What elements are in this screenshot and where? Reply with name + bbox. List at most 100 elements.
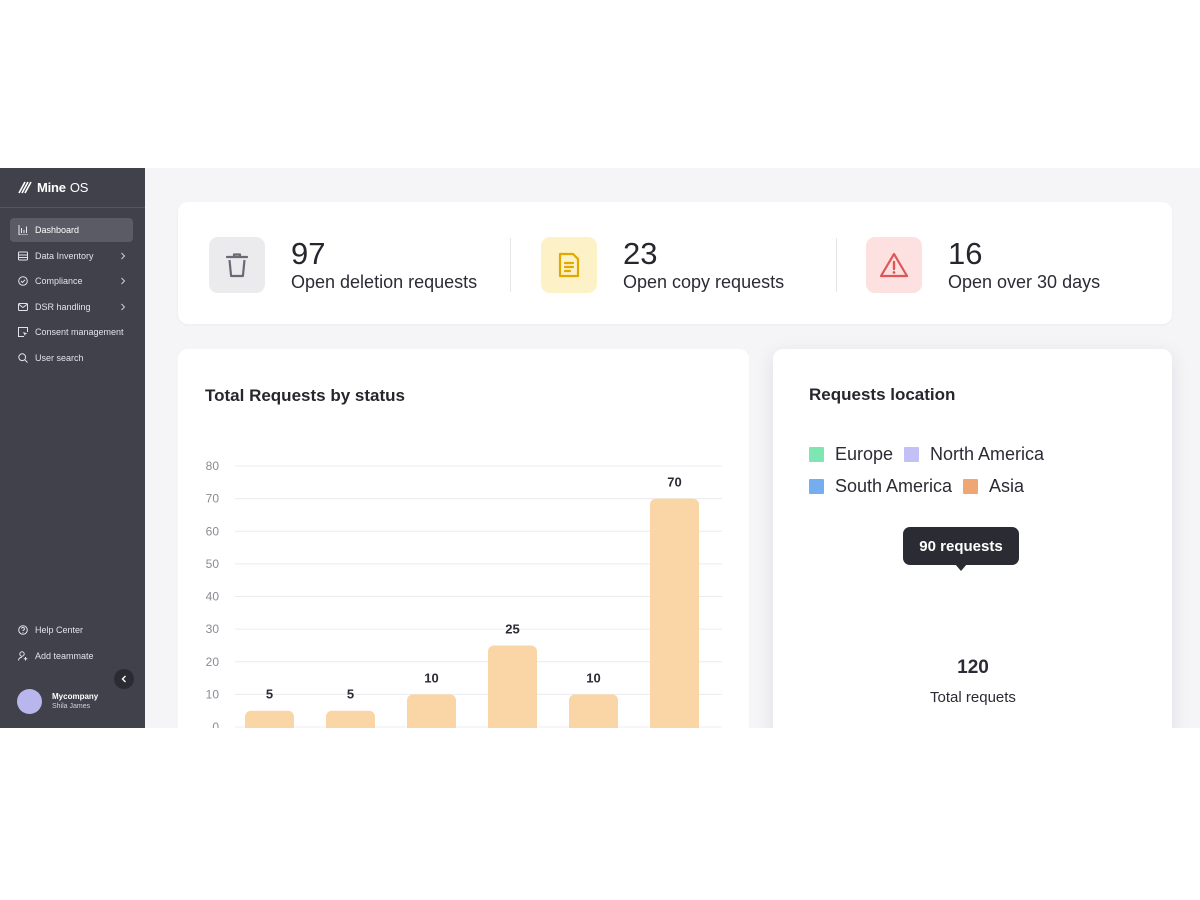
chevron-right-icon: [121, 303, 126, 311]
y-tick-label: 10: [206, 687, 220, 701]
sidebar-item-add-teammate[interactable]: Add teammate: [10, 644, 133, 669]
legend-item-south-america[interactable]: South America: [809, 476, 952, 497]
sidebar-item-help-center[interactable]: Help Center: [10, 617, 133, 642]
bar-value-label: 10: [586, 670, 600, 685]
cursor-box-icon: [18, 327, 28, 338]
stat-icon-box: [209, 237, 265, 293]
chart-bars-icon: [18, 225, 28, 235]
y-tick-label: 80: [206, 459, 220, 473]
app-window: Mine OS Dashboard Data Inventory Complian…: [0, 168, 1200, 728]
legend-swatch: [809, 447, 824, 462]
legend-swatch: [963, 479, 978, 494]
legend-label: Europe: [835, 444, 894, 464]
stat-divider: [510, 238, 511, 292]
y-tick-label: 0: [212, 720, 219, 728]
legend-label: North America: [930, 444, 1045, 464]
y-tick-label: 20: [206, 655, 220, 669]
sidebar-item-dsr-handling[interactable]: DSR handling: [10, 295, 133, 319]
bar[interactable]: [488, 645, 537, 728]
stat-open-deletion[interactable]: 97 Open deletion requests: [209, 237, 477, 293]
location-chart-card: Requests location Europe North America S…: [773, 349, 1172, 728]
stat-label: Open copy requests: [623, 272, 785, 292]
y-tick-label: 60: [206, 524, 220, 538]
bar-value-label: 5: [266, 687, 273, 702]
status-chart-card: Total Requests by status 0 10 20 30 40 50 60 70…: [178, 349, 749, 728]
y-tick-label: 30: [206, 622, 220, 636]
bar[interactable]: [569, 694, 618, 728]
legend-swatch: [809, 479, 824, 494]
user-name: Shila James: [52, 703, 91, 710]
chevron-right-icon: [121, 277, 126, 285]
logo-mark-icon: [18, 181, 32, 194]
y-tick-label: 40: [206, 590, 220, 604]
stat-divider: [836, 238, 837, 292]
sidebar-item-label: DSR handling: [35, 301, 91, 312]
sidebar-item-dashboard[interactable]: Dashboard: [10, 218, 133, 242]
status-chart-title: Total Requests by status: [205, 386, 405, 405]
bar[interactable]: [650, 498, 699, 728]
avatar: [17, 689, 42, 714]
logo-text-bold: Mine: [37, 180, 66, 195]
sidebar-item-label: Consent management: [35, 327, 124, 338]
sidebar-item-label: User search: [35, 352, 84, 363]
add-user-icon: [18, 651, 28, 661]
trash-icon: [225, 253, 249, 278]
bar-value-label: 5: [347, 687, 354, 702]
document-icon: [558, 252, 580, 278]
stat-value: 16: [948, 236, 983, 271]
sidebar-item-label: Help Center: [35, 624, 84, 635]
bar-value-label: 70: [667, 475, 681, 490]
status-bar-chart: 0 10 20 30 40 50 60 70 80 5 5 10 25 10 70: [206, 459, 722, 728]
sidebar-item-label: Compliance: [35, 276, 83, 287]
chevron-right-icon: [121, 252, 126, 259]
y-tick-label: 70: [206, 492, 220, 506]
sidebar-item-label: Dashboard: [35, 225, 80, 235]
legend-label: South America: [835, 476, 953, 496]
sidebar-item-label: Add teammate: [35, 651, 94, 662]
donut-center-value: 120: [957, 657, 989, 678]
stat-label: Open deletion requests: [291, 272, 478, 292]
stat-icon-box: [866, 237, 922, 293]
collapse-sidebar-button[interactable]: [114, 669, 134, 689]
legend-label: Asia: [989, 476, 1025, 496]
sidebar-nav: Dashboard Data Inventory Compliance DSR …: [10, 218, 133, 372]
warning-icon: [879, 252, 909, 278]
donut-center-label: Total requets: [930, 689, 1016, 706]
stat-icon-box: [541, 237, 597, 293]
legend-swatch: [904, 447, 919, 462]
search-icon: [18, 353, 28, 363]
stat-value: 23: [623, 236, 658, 271]
help-circle-icon: [18, 624, 28, 635]
sidebar-item-consent-management[interactable]: Consent management: [10, 320, 133, 344]
y-tick-label: 50: [206, 557, 220, 571]
stat-open-over-30[interactable]: 16 Open over 30 days: [866, 237, 1100, 293]
legend-item-asia[interactable]: Asia: [963, 476, 1024, 497]
legend-item-north-america[interactable]: North America: [904, 444, 1044, 465]
sidebar-item-label: Data Inventory: [35, 250, 94, 261]
user-profile[interactable]: Mycompany Shila James: [17, 689, 98, 714]
donut-tooltip: 90 requests: [903, 527, 1019, 571]
sidebar-item-user-search[interactable]: User search: [10, 346, 133, 370]
sidebar-item-compliance[interactable]: Compliance: [10, 269, 133, 293]
sidebar: Mine OS Dashboard Data Inventory Complian…: [0, 168, 145, 728]
stat-value: 97: [291, 236, 326, 271]
stat-label: Open over 30 days: [948, 272, 1101, 292]
bar[interactable]: [245, 710, 294, 728]
sidebar-divider: [0, 207, 145, 208]
location-chart-title: Requests location: [809, 385, 956, 404]
sidebar-item-data-inventory[interactable]: Data Inventory: [10, 244, 133, 268]
mail-icon: [18, 302, 28, 311]
mineos-logo[interactable]: Mine OS: [18, 180, 88, 195]
database-icon: [18, 251, 28, 261]
sidebar-bottom-nav: Help Center Add teammate: [10, 617, 133, 670]
user-company: Mycompany: [52, 692, 99, 701]
check-circle-icon: [18, 276, 28, 286]
logo-text-light: OS: [69, 180, 89, 195]
bar-value-label: 25: [505, 621, 519, 636]
bar[interactable]: [407, 694, 456, 728]
stat-open-copy[interactable]: 23 Open copy requests: [541, 237, 784, 293]
bar[interactable]: [326, 710, 375, 728]
bar-value-label: 10: [424, 670, 438, 685]
legend-item-europe[interactable]: Europe: [809, 444, 893, 465]
chevron-left-icon: [121, 675, 126, 683]
